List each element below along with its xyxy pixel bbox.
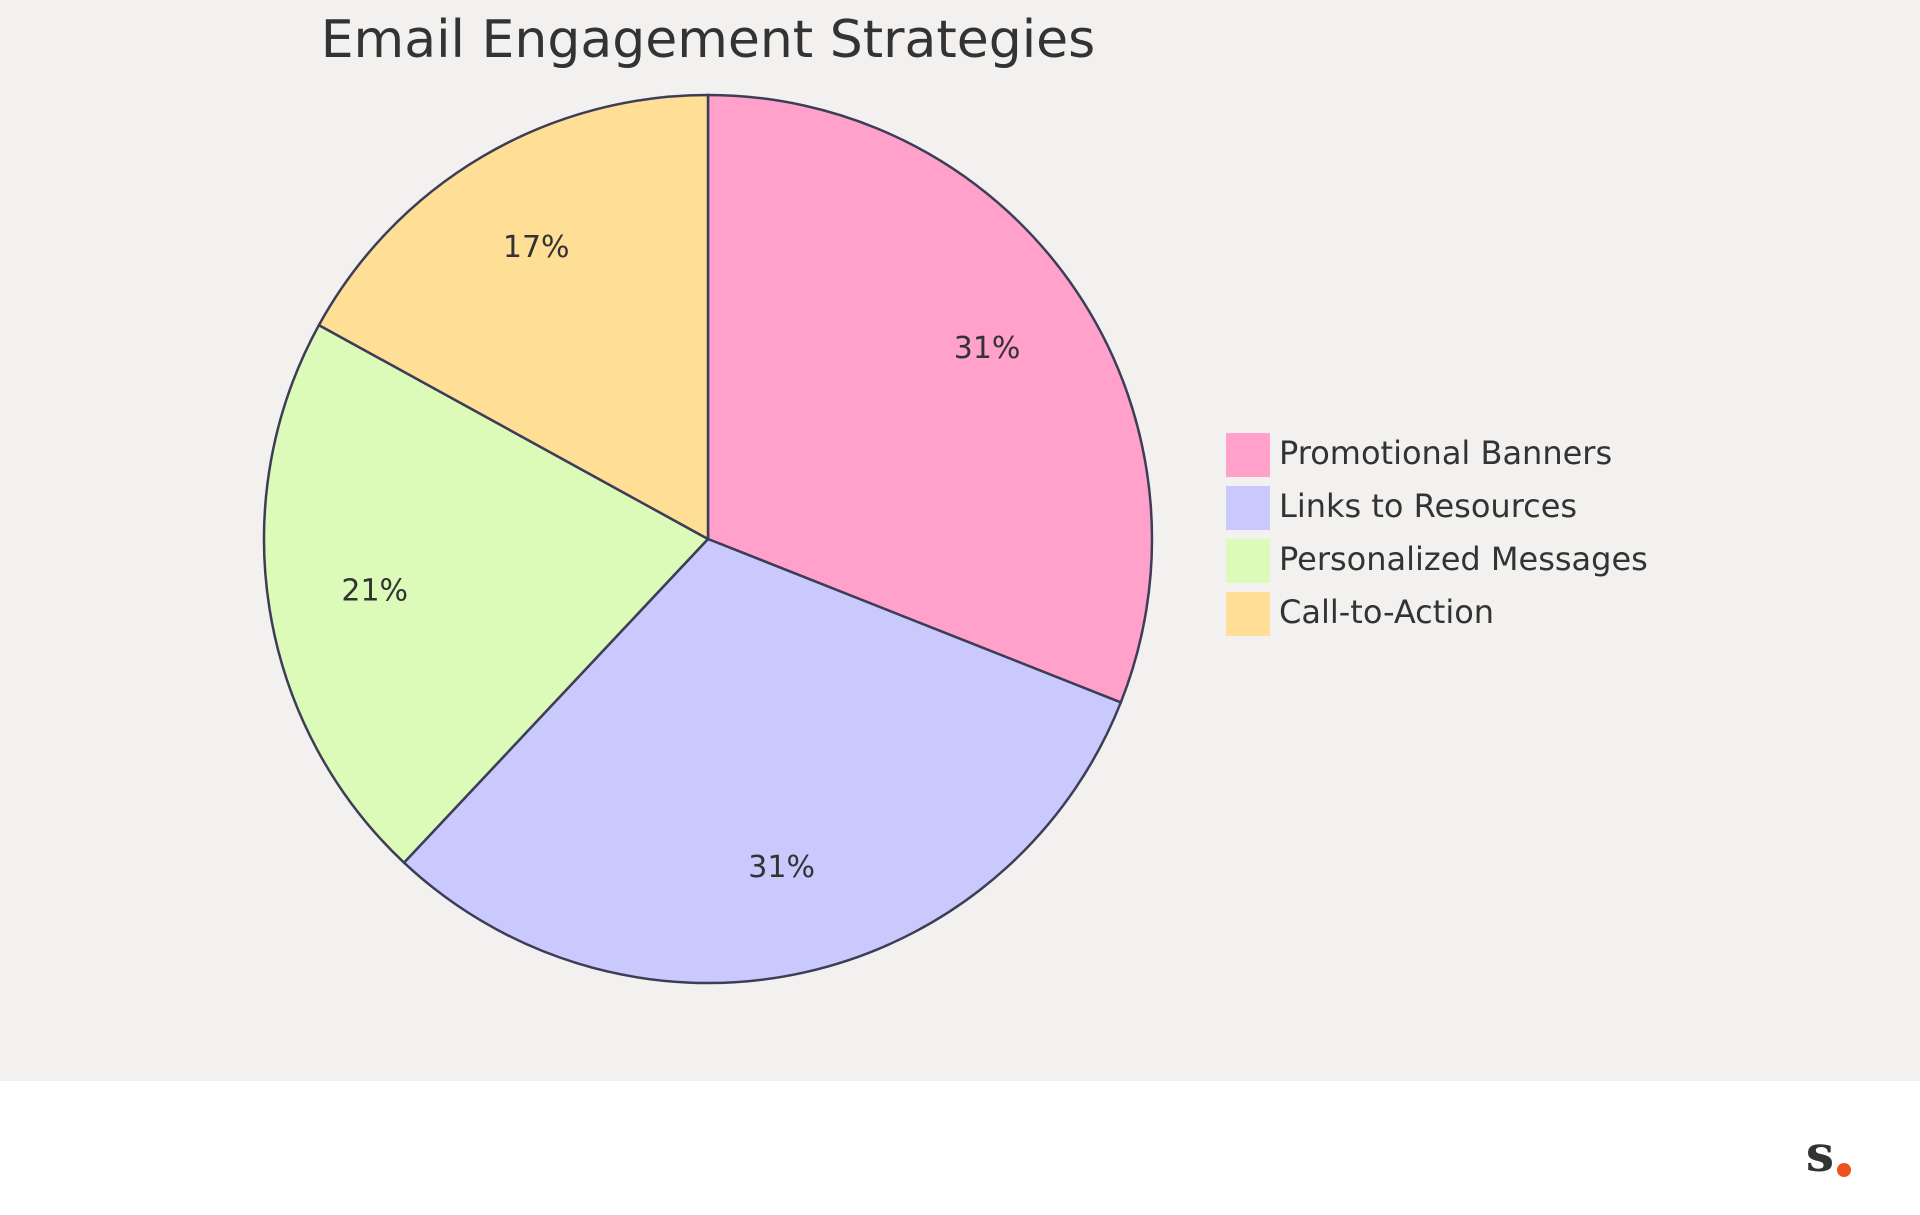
slice-label: 17% [503, 230, 570, 265]
logo-dot [1837, 1163, 1851, 1177]
chart-title: Email Engagement Strategies [321, 10, 1096, 70]
legend-label: Promotional Banners [1279, 434, 1612, 472]
slice-label: 31% [954, 331, 1021, 366]
pie-slice [262, 323, 711, 865]
slice-label: 21% [341, 573, 408, 608]
pie-slice [317, 93, 710, 542]
pie-slice [706, 93, 1154, 705]
legend-label: Call-to-Action [1279, 593, 1494, 631]
legend-label: Links to Resources [1279, 487, 1577, 525]
logo: s [1806, 1124, 1834, 1183]
slice-label: 31% [748, 850, 815, 885]
legend-label: Personalized Messages [1279, 540, 1648, 578]
legend-swatch [1226, 433, 1270, 477]
legend-swatch [1226, 592, 1270, 636]
pie-slice [402, 537, 1123, 985]
legend-swatch [1226, 486, 1270, 530]
legend-swatch [1226, 539, 1270, 583]
